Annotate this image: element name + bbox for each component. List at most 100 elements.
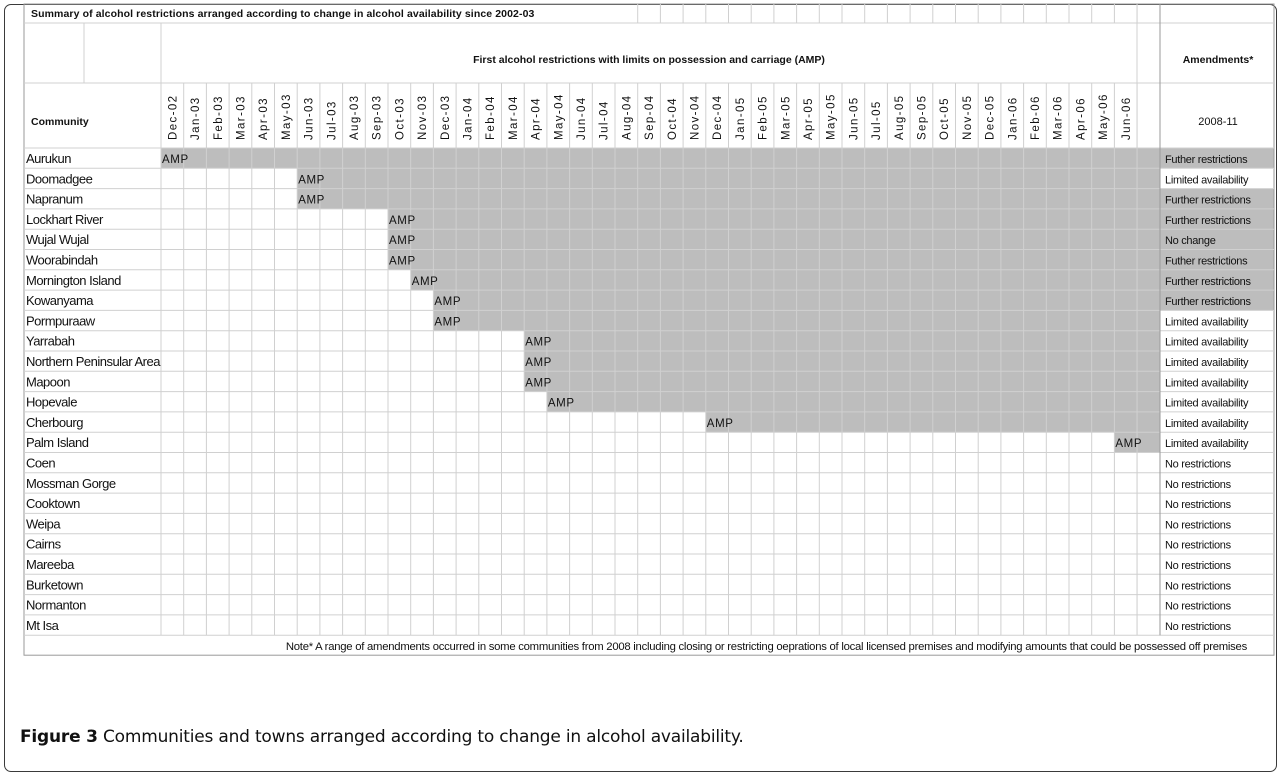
community-name: Mapoon bbox=[26, 374, 70, 389]
month-label: Aug-04 bbox=[621, 95, 633, 140]
community-name: Doomadgee bbox=[26, 171, 93, 186]
month-label: Oct-05 bbox=[939, 97, 951, 140]
month-label: Apr-06 bbox=[1075, 97, 1087, 140]
community-name: Cairns bbox=[26, 537, 62, 552]
month-label: Oct-03 bbox=[394, 97, 406, 140]
figure-caption-text: Communities and towns arranged according… bbox=[103, 727, 744, 747]
amp-marker: AMP bbox=[298, 195, 325, 207]
amendment-shade bbox=[1160, 229, 1274, 250]
amendment-status: Futher restrictions bbox=[1165, 154, 1248, 166]
group-header: First alcohol restrictions with limits o… bbox=[473, 54, 825, 66]
community-name: Kowanyama bbox=[26, 293, 94, 308]
amendment-status: No restrictions bbox=[1165, 621, 1232, 633]
amendment-shade bbox=[1160, 188, 1274, 209]
figure-label: Figure 3 bbox=[20, 727, 98, 747]
community-name: Pormpuraaw bbox=[26, 313, 96, 328]
amendment-status: Limited availability bbox=[1165, 377, 1249, 389]
community-header: Community bbox=[31, 116, 89, 128]
month-label: Jun-06 bbox=[1121, 96, 1133, 140]
amendment-status: Limited availability bbox=[1165, 438, 1249, 450]
amendment-status: Limited availability bbox=[1165, 418, 1249, 430]
amp-marker: AMP bbox=[389, 235, 416, 247]
table-border bbox=[23, 3, 1275, 656]
amendment-status: Further restrictions bbox=[1165, 296, 1251, 308]
community-name: Hopevale bbox=[26, 395, 77, 410]
amendment-status: No restrictions bbox=[1165, 499, 1232, 511]
month-label: May-05 bbox=[826, 93, 838, 140]
amendment-status: No restrictions bbox=[1165, 601, 1232, 613]
amendment-status: No restrictions bbox=[1165, 479, 1232, 491]
amendment-shade bbox=[1160, 249, 1274, 270]
month-label: Feb-03 bbox=[213, 95, 225, 140]
month-label: Jun-04 bbox=[576, 96, 588, 140]
month-label: Jan-04 bbox=[462, 96, 474, 140]
community-name: Yarrabah bbox=[26, 334, 75, 349]
community-name: Lockhart River bbox=[26, 212, 104, 227]
month-label: Nov-04 bbox=[689, 95, 701, 140]
amendment-status: Futher restrictions bbox=[1165, 256, 1248, 268]
amp-marker: AMP bbox=[434, 296, 461, 308]
month-label: Jul-05 bbox=[871, 100, 883, 140]
restrictions-table: Summary of alcohol restrictions arranged… bbox=[23, 3, 1275, 656]
amp-marker: AMP bbox=[707, 418, 734, 430]
community-name: Palm Island bbox=[26, 435, 89, 450]
amendment-status: Limited availability bbox=[1165, 398, 1249, 410]
month-label: Mar-04 bbox=[508, 95, 520, 140]
month-label: Jun-03 bbox=[304, 96, 316, 140]
month-label: Oct-04 bbox=[667, 97, 679, 140]
month-label: May-06 bbox=[1098, 93, 1110, 140]
amendment-status: Limited availability bbox=[1165, 174, 1249, 186]
amp-marker: AMP bbox=[548, 398, 575, 410]
amendments-period: 2008-11 bbox=[1198, 116, 1238, 128]
month-label: Jun-05 bbox=[848, 96, 860, 140]
month-label: Aug-05 bbox=[894, 95, 906, 140]
amp-marker: AMP bbox=[389, 256, 416, 268]
amp-period-bar bbox=[410, 269, 1160, 291]
amendment-status: Further restrictions bbox=[1165, 195, 1251, 207]
month-label: Apr-05 bbox=[803, 97, 815, 140]
table-note: Note* A range of amendments occurred in … bbox=[286, 641, 1248, 653]
amendment-status: Further restrictions bbox=[1165, 276, 1251, 288]
month-label: Apr-03 bbox=[258, 97, 270, 140]
amp-marker: AMP bbox=[525, 377, 552, 389]
community-name: Weipa bbox=[26, 516, 61, 531]
community-name: Northern Peninsular Area bbox=[26, 354, 161, 369]
community-name: Burketown bbox=[26, 577, 83, 592]
amendment-shade bbox=[1160, 290, 1274, 311]
amendment-status: Further restrictions bbox=[1165, 215, 1251, 227]
month-label: Jan-03 bbox=[190, 96, 202, 140]
month-label: Mar-03 bbox=[235, 95, 247, 140]
month-label: Jan-06 bbox=[1007, 96, 1019, 140]
amp-marker: AMP bbox=[162, 154, 189, 166]
amp-marker: AMP bbox=[389, 215, 416, 227]
amp-marker: AMP bbox=[412, 276, 439, 288]
amendments-header: Amendments* bbox=[1183, 54, 1255, 66]
month-label: Sep-05 bbox=[916, 95, 928, 140]
community-name: Woorabindah bbox=[26, 253, 98, 268]
month-label: Feb-05 bbox=[758, 95, 770, 140]
amendment-status: No restrictions bbox=[1165, 580, 1232, 592]
amendment-status: No restrictions bbox=[1165, 560, 1232, 572]
amendment-shade bbox=[1160, 269, 1274, 291]
month-label: Dec-03 bbox=[440, 95, 452, 140]
amendment-shade bbox=[1160, 148, 1274, 169]
month-label: Sep-03 bbox=[372, 95, 384, 140]
community-name: Cherbourg bbox=[26, 415, 83, 430]
month-label: Nov-05 bbox=[962, 95, 974, 140]
month-label: Apr-04 bbox=[531, 97, 543, 140]
amendment-status: No restrictions bbox=[1165, 540, 1232, 552]
figure-caption: Figure 3 Communities and towns arranged … bbox=[20, 727, 744, 747]
community-name: Normanton bbox=[26, 598, 86, 613]
amp-marker: AMP bbox=[525, 357, 552, 369]
table-title: Summary of alcohol restrictions arranged… bbox=[31, 8, 535, 20]
amp-period-bar bbox=[546, 391, 1160, 412]
month-label: Sep-04 bbox=[644, 95, 656, 140]
community-name: Mossman Gorge bbox=[26, 476, 116, 491]
community-name: Mareeba bbox=[26, 557, 75, 572]
amendment-status: No restrictions bbox=[1165, 519, 1232, 531]
month-label: Mar-06 bbox=[1053, 95, 1065, 140]
month-label: Mar-05 bbox=[780, 95, 792, 140]
amendment-status: No restrictions bbox=[1165, 459, 1232, 471]
month-label: May-04 bbox=[553, 93, 565, 140]
amp-marker: AMP bbox=[1115, 438, 1142, 450]
